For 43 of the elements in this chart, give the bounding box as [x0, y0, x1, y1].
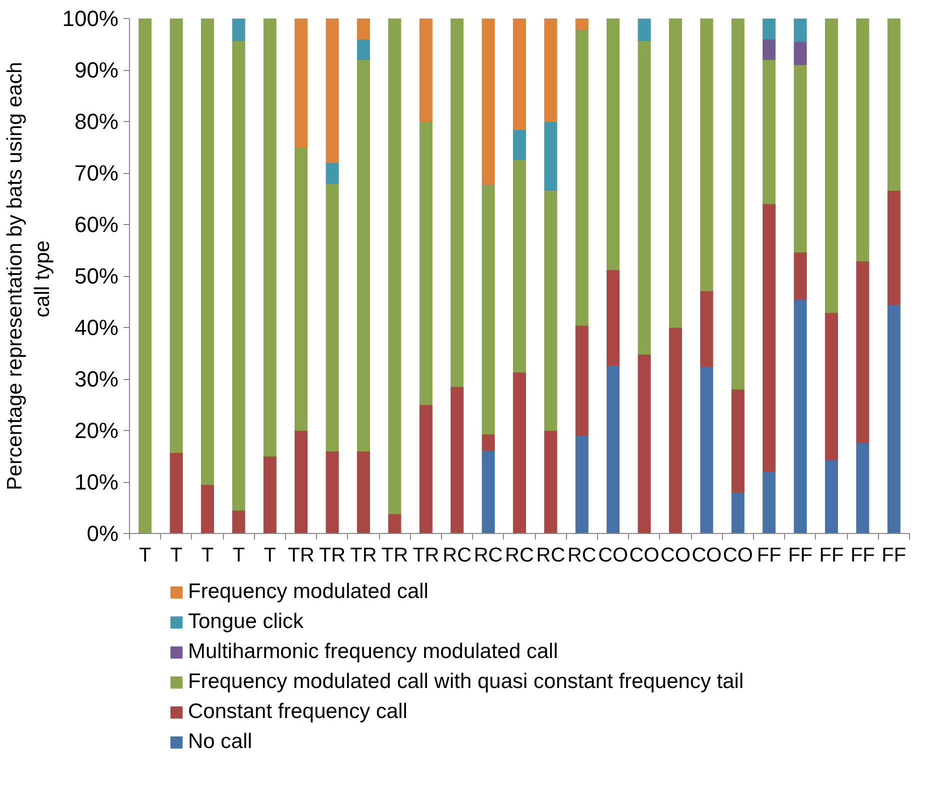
x-tick-label: CO	[598, 544, 628, 566]
x-tick-label: CO	[722, 544, 753, 566]
x-tick-label: TR	[318, 544, 346, 566]
x-tick-label: CO	[629, 544, 660, 566]
x-tick-label: T	[232, 544, 245, 566]
y-tick-label: 60%	[74, 212, 119, 237]
x-tick-label: FF	[756, 544, 782, 566]
x-tick-label: TR	[288, 544, 314, 566]
x-tick-label: TR	[381, 544, 408, 566]
legend-label: Frequency modulated call with quasi constant frequency tail	[188, 670, 744, 694]
y-tick-label: 10%	[74, 470, 119, 494]
y-tick-label: 90%	[74, 58, 119, 82]
x-tick-label: FF	[788, 544, 813, 566]
x-tick-label: TR	[412, 544, 440, 566]
legend-label: Frequency modulated call	[188, 580, 428, 604]
x-tick-label: RC	[474, 544, 503, 566]
legend-label: Tongue click	[188, 610, 304, 634]
y-tick-label: 20%	[74, 418, 119, 443]
x-tick-label: TR	[350, 544, 377, 566]
y-tick-label: 40%	[74, 315, 119, 340]
x-tick-label: RC	[567, 544, 596, 566]
x-tick-label: FF	[850, 544, 875, 566]
x-tick-label: CO	[660, 544, 690, 566]
x-tick-label: T	[138, 544, 152, 566]
x-tick-label: RC	[442, 544, 472, 566]
x-tick-label: CO	[692, 544, 722, 566]
x-tick-label: T	[264, 544, 276, 566]
legend-label: Constant frequency call	[188, 700, 408, 724]
x-tick-label: FF	[819, 544, 844, 566]
y-tick-label: 80%	[74, 109, 119, 134]
legend-label: No call	[188, 730, 252, 754]
legend-label: Multiharmonic frequency modulated call	[188, 640, 558, 664]
x-tick-label: RC	[536, 544, 566, 566]
x-tick-label: T	[170, 544, 182, 566]
y-tick-label: 30%	[74, 366, 119, 392]
y-tick-label: 100%	[62, 6, 119, 31]
x-tick-label: T	[201, 544, 214, 566]
y-tick-label: 0%	[86, 521, 118, 546]
y-tick-label: 70%	[74, 160, 119, 186]
y-axis-title: Percentage representation by bats using each call type	[4, 62, 54, 490]
x-tick-label: RC	[505, 544, 534, 566]
x-tick-label: FF	[882, 544, 906, 566]
y-tick-label: 50%	[74, 264, 119, 288]
